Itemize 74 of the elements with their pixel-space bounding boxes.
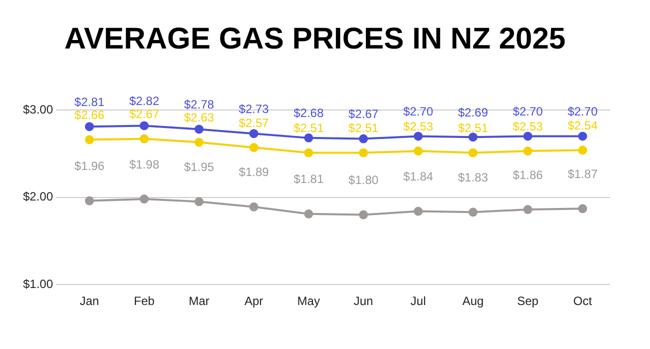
data-label: $2.70 xyxy=(403,104,434,119)
point xyxy=(304,148,314,158)
y-tick-label: $1.00 xyxy=(23,276,54,291)
point xyxy=(194,124,204,134)
data-label: $1.95 xyxy=(184,160,214,174)
point xyxy=(140,134,149,144)
point xyxy=(84,196,94,206)
data-label: $1.87 xyxy=(568,166,598,181)
data-label: $2.66 xyxy=(74,108,105,122)
point xyxy=(468,148,478,158)
data-label: $2.67 xyxy=(348,107,379,122)
point xyxy=(414,206,423,216)
point xyxy=(358,148,368,158)
point xyxy=(358,134,368,144)
point xyxy=(523,146,532,156)
x-tick-label: Apr xyxy=(244,294,264,308)
data-label: $1.89 xyxy=(238,165,270,180)
point xyxy=(358,210,368,220)
data-label: $2.53 xyxy=(512,119,544,134)
data-label: $2.81 xyxy=(74,94,105,109)
x-tick-label: Jun xyxy=(354,294,374,308)
y-tick-label: $2.00 xyxy=(23,190,54,204)
data-label: $1.83 xyxy=(458,170,488,184)
x-tick-label: May xyxy=(297,294,320,308)
data-label: $2.70 xyxy=(512,104,544,119)
data-label: $1.84 xyxy=(403,170,434,184)
x-tick-label: Mar xyxy=(188,294,210,308)
x-tick-label: Jul xyxy=(410,294,426,308)
x-tick-label: Feb xyxy=(134,294,155,308)
point xyxy=(140,121,149,130)
data-label: $2.73 xyxy=(238,102,270,116)
point xyxy=(84,122,94,132)
x-tick-label: Aug xyxy=(462,294,484,308)
point xyxy=(468,132,478,142)
point xyxy=(414,146,423,156)
point xyxy=(194,138,204,147)
data-label: $1.96 xyxy=(74,159,105,174)
chart-title: AVERAGE GAS PRICES IN NZ 2025 xyxy=(64,22,566,56)
point xyxy=(249,202,258,212)
data-label: $2.51 xyxy=(458,121,488,136)
data-label: $2.68 xyxy=(294,106,324,120)
point xyxy=(523,205,532,214)
data-label: $2.70 xyxy=(568,104,598,119)
data-label: $2.82 xyxy=(129,94,160,108)
point xyxy=(578,204,588,214)
data-label: $1.81 xyxy=(294,172,324,186)
data-label: $2.78 xyxy=(184,98,214,112)
point xyxy=(468,208,478,217)
point xyxy=(194,197,204,206)
point xyxy=(578,132,588,141)
point xyxy=(84,135,94,144)
point xyxy=(578,146,588,155)
data-label: $2.51 xyxy=(348,121,379,136)
x-tick-label: Sep xyxy=(517,294,539,308)
data-label: $2.53 xyxy=(403,119,434,134)
data-label: $2.57 xyxy=(238,116,270,130)
data-label: $2.67 xyxy=(129,107,160,122)
point xyxy=(304,209,314,218)
data-label: $2.63 xyxy=(184,110,214,125)
point xyxy=(414,132,423,141)
y-tick-label: $3.00 xyxy=(23,102,54,116)
x-tick-label: Oct xyxy=(573,294,593,308)
point xyxy=(523,132,532,141)
data-label: $1.80 xyxy=(348,173,379,188)
point xyxy=(249,129,258,138)
point xyxy=(140,194,149,204)
x-tick-label: Jan xyxy=(80,294,100,308)
data-label: $1.86 xyxy=(512,168,544,182)
point xyxy=(304,133,314,142)
data-label: $1.98 xyxy=(129,157,160,172)
data-label: $2.69 xyxy=(458,105,488,120)
data-label: $2.54 xyxy=(568,118,598,132)
data-label: $2.51 xyxy=(294,121,324,136)
point xyxy=(249,143,258,152)
